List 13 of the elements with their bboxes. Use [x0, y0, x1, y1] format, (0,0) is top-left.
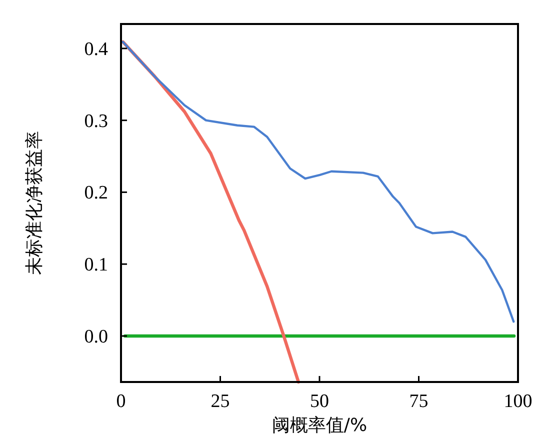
- x-axis-title: 阈概率值/%: [272, 415, 368, 436]
- y-tick-label: 0.1: [84, 254, 108, 276]
- y-tick-label: 0.4: [84, 38, 108, 60]
- x-tick-label: 75: [409, 391, 428, 412]
- x-tick-label: 50: [310, 391, 329, 412]
- y-axis-title: 未标准化净获益率: [24, 131, 45, 275]
- x-tick-label: 25: [210, 391, 230, 412]
- y-tick-label: 0.0: [84, 326, 108, 348]
- y-tick-label: 0.3: [84, 110, 108, 132]
- x-tick-label: 100: [504, 391, 532, 412]
- line-series: [122, 40, 515, 323]
- y-tick-label: 0.2: [84, 182, 108, 204]
- x-tick-label: 0: [116, 391, 126, 412]
